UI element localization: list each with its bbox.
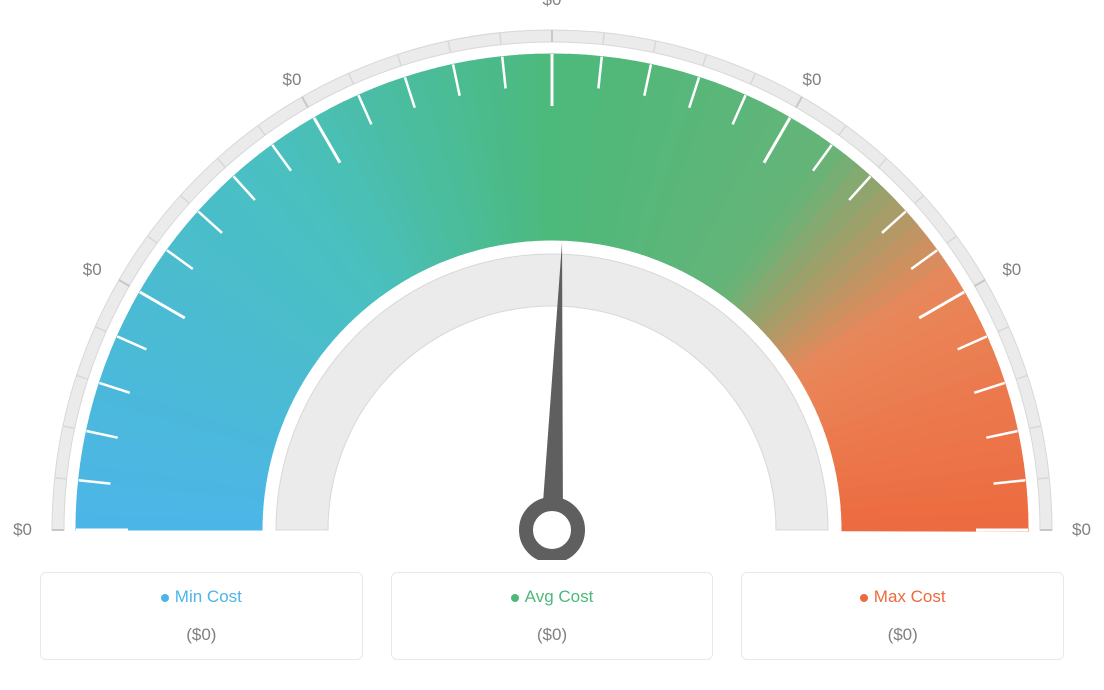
tick-label: $0 (13, 520, 32, 540)
legend-title-text: Max Cost (874, 587, 946, 606)
gauge-svg (22, 0, 1082, 560)
needle-hub (526, 504, 578, 556)
legend-value: ($0) (742, 625, 1063, 645)
legend-title: Avg Cost (392, 587, 713, 607)
legend-card: Avg Cost ($0) (391, 572, 714, 660)
legend-value: ($0) (392, 625, 713, 645)
legend-row: Min Cost ($0) Avg Cost ($0) Max Cost ($0) (40, 572, 1064, 660)
tick-label: $0 (1072, 520, 1091, 540)
tick-label: $0 (803, 70, 822, 90)
gauge-area: $0$0$0$0$0$0$0 (22, 0, 1082, 560)
legend-title: Max Cost (742, 587, 1063, 607)
legend-dot-icon (860, 594, 868, 602)
tick-label: $0 (1002, 260, 1021, 280)
legend-value: ($0) (41, 625, 362, 645)
legend-card: Max Cost ($0) (741, 572, 1064, 660)
tick-label: $0 (543, 0, 562, 10)
legend-dot-icon (511, 594, 519, 602)
cost-gauge-chart: $0$0$0$0$0$0$0 Min Cost($0)Avg Cost($0)M… (0, 0, 1104, 690)
legend-card: Min Cost ($0) (40, 572, 363, 660)
tick-label: $0 (283, 70, 302, 90)
legend-dot-icon (161, 594, 169, 602)
legend-title: Min Cost (41, 587, 362, 607)
tick-label: $0 (83, 260, 102, 280)
legend-title-text: Min Cost (175, 587, 242, 606)
legend-title-text: Avg Cost (525, 587, 594, 606)
